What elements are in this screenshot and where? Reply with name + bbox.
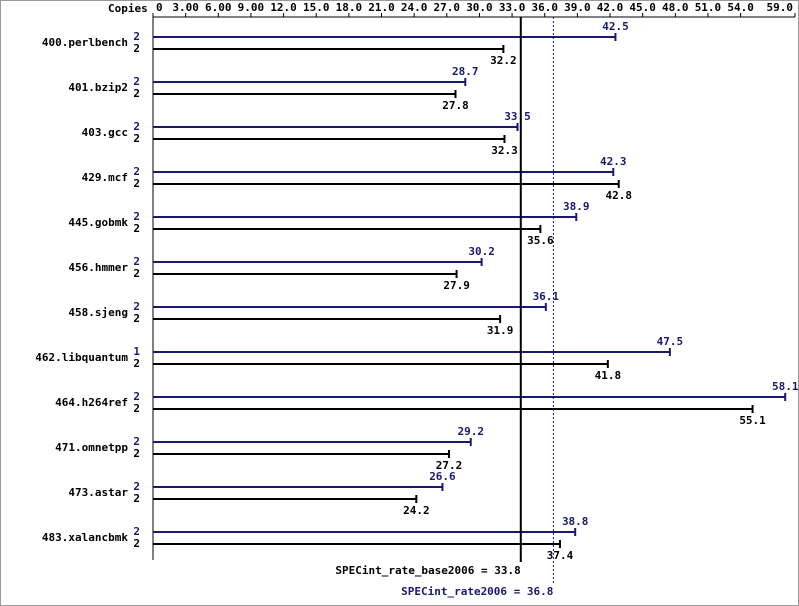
x-tick-label: 45.0 bbox=[629, 1, 656, 14]
value-label: 27.2 bbox=[436, 459, 463, 472]
x-tick-label: 6.00 bbox=[205, 1, 232, 14]
value-label: 29.2 bbox=[457, 425, 484, 438]
x-tick-label: 42.0 bbox=[597, 1, 624, 14]
x-tick-label: 54.0 bbox=[727, 1, 754, 14]
copies-label: 2 bbox=[133, 390, 140, 403]
value-label: 24.2 bbox=[403, 504, 430, 517]
copies-label: 2 bbox=[133, 357, 140, 370]
value-label: 37.4 bbox=[547, 549, 574, 562]
benchmark-label: 471.omnetpp bbox=[55, 441, 128, 454]
value-label: 58.1 bbox=[772, 380, 799, 393]
x-tick-label: 3.00 bbox=[172, 1, 199, 14]
value-label: 27.9 bbox=[443, 279, 470, 292]
benchmark-label: 483.xalancbmk bbox=[42, 531, 128, 544]
copies-label: 2 bbox=[133, 177, 140, 190]
value-label: 41.8 bbox=[595, 369, 622, 382]
copies-label: 2 bbox=[133, 120, 140, 133]
copies-label: 2 bbox=[133, 267, 140, 280]
x-tick-label: 15.0 bbox=[303, 1, 330, 14]
copies-label: 2 bbox=[133, 480, 140, 493]
x-tick-label: 21.0 bbox=[368, 1, 395, 14]
value-label: 42.8 bbox=[605, 189, 632, 202]
copies-label: 2 bbox=[133, 222, 140, 235]
copies-label: 2 bbox=[133, 525, 140, 538]
value-label: 31.9 bbox=[487, 324, 514, 337]
benchmark-label: 403.gcc bbox=[82, 126, 128, 139]
x-tick-label: 48.0 bbox=[662, 1, 689, 14]
benchmark-label: 429.mcf bbox=[82, 171, 128, 184]
benchmark-label: 462.libquantum bbox=[35, 351, 128, 364]
copies-label: 2 bbox=[133, 87, 140, 100]
x-tick-label: 18.0 bbox=[336, 1, 363, 14]
value-label: 42.3 bbox=[600, 155, 627, 168]
value-label: 35.6 bbox=[527, 234, 554, 247]
copies-label: 2 bbox=[133, 132, 140, 145]
value-label: 28.7 bbox=[452, 65, 479, 78]
copies-label: 2 bbox=[133, 165, 140, 178]
benchmark-label: 456.hmmer bbox=[68, 261, 128, 274]
copies-label: 2 bbox=[133, 537, 140, 550]
copies-label: 2 bbox=[133, 30, 140, 43]
x-tick-label: 30.0 bbox=[466, 1, 493, 14]
benchmark-label: 464.h264ref bbox=[55, 396, 128, 409]
value-label: 32.3 bbox=[491, 144, 518, 157]
x-tick-label: 27.0 bbox=[434, 1, 461, 14]
benchmark-label: 458.sjeng bbox=[68, 306, 128, 319]
copies-label: 2 bbox=[133, 312, 140, 325]
value-label: 30.2 bbox=[468, 245, 495, 258]
benchmark-label: 445.gobmk bbox=[68, 216, 128, 229]
value-label: 38.8 bbox=[562, 515, 589, 528]
value-label: 38.9 bbox=[563, 200, 590, 213]
x-tick-label: 33.0 bbox=[499, 1, 526, 14]
copies-label: 2 bbox=[133, 255, 140, 268]
benchmark-label: 473.astar bbox=[68, 486, 128, 499]
x-tick-label: 0 bbox=[156, 1, 163, 14]
copies-label: 1 bbox=[133, 345, 140, 358]
benchmark-label: 400.perlbench bbox=[42, 36, 128, 49]
copies-label: 2 bbox=[133, 75, 140, 88]
value-label: 32.2 bbox=[490, 54, 517, 67]
reference-label: SPECint_rate2006 = 36.8 bbox=[401, 585, 553, 598]
copies-label: 2 bbox=[133, 447, 140, 460]
benchmark-label: 401.bzip2 bbox=[68, 81, 128, 94]
reference-label: SPECint_rate_base2006 = 33.8 bbox=[335, 564, 520, 577]
x-tick-label: 9.00 bbox=[238, 1, 265, 14]
value-label: 36.1 bbox=[533, 290, 560, 303]
value-label: 27.8 bbox=[442, 99, 469, 112]
x-tick-label: 59.0 bbox=[767, 1, 794, 14]
x-tick-label: 24.0 bbox=[401, 1, 428, 14]
x-tick-label: 36.0 bbox=[531, 1, 558, 14]
value-label: 33.5 bbox=[504, 110, 531, 123]
value-label: 26.6 bbox=[429, 470, 456, 483]
value-label: 47.5 bbox=[657, 335, 684, 348]
copies-label: 2 bbox=[133, 42, 140, 55]
value-label: 42.5 bbox=[602, 20, 629, 33]
copies-label: 2 bbox=[133, 402, 140, 415]
copies-label: 2 bbox=[133, 300, 140, 313]
copies-label: 2 bbox=[133, 435, 140, 448]
x-tick-label: 51.0 bbox=[695, 1, 722, 14]
copies-label: 2 bbox=[133, 210, 140, 223]
x-tick-label: 12.0 bbox=[270, 1, 297, 14]
value-label: 55.1 bbox=[739, 414, 766, 427]
x-tick-label: 39.0 bbox=[564, 1, 591, 14]
copies-label: 2 bbox=[133, 492, 140, 505]
axis-label: Copies bbox=[108, 2, 148, 15]
